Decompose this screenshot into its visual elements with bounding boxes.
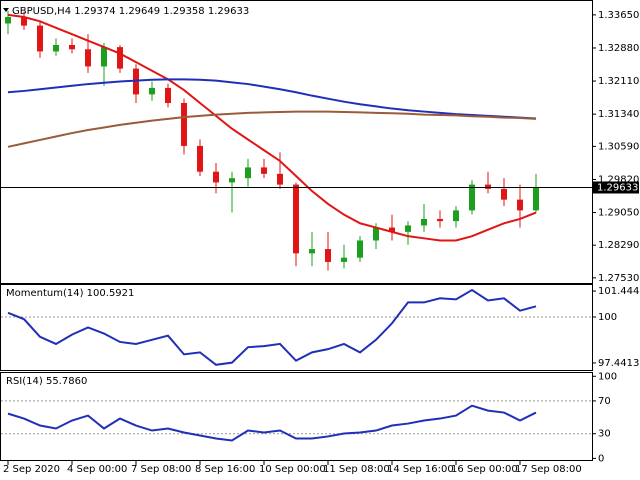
candle-body [357, 240, 363, 258]
panel-title: GBPUSD,H4 1.29374 1.29649 1.29358 1.2963… [12, 6, 249, 17]
y-tick-label: 97.4413 [598, 358, 639, 369]
indicator-line [7, 13, 537, 242]
panel-title: Momentum(14) 100.5921 [6, 288, 134, 299]
candle-body [5, 17, 11, 24]
candle-body [501, 188, 507, 200]
candle-body [469, 184, 475, 211]
y-tick-label: 1.28290 [598, 240, 639, 251]
panel-title: RSI(14) 55.7860 [6, 376, 87, 387]
candle-body [213, 171, 219, 183]
candle-body [517, 199, 523, 211]
y-tick-label: 1.29820 [598, 174, 639, 185]
x-tick-label: 2 Sep 2020 [3, 464, 60, 475]
candle-body [37, 25, 43, 52]
indicator-line [7, 404, 537, 442]
indicator-line [7, 288, 537, 366]
y-tick-label: 1.30590 [598, 141, 639, 152]
y-tick-label: 101.4442 [598, 286, 640, 297]
candle-body [165, 87, 171, 103]
candle-body [149, 87, 155, 95]
y-tick-label: 30 [598, 429, 611, 440]
candle-body [309, 249, 315, 254]
x-tick-label: 7 Sep 08:00 [131, 464, 191, 475]
rsi-panel [0, 372, 593, 461]
y-tick-label: 1.32880 [598, 43, 639, 54]
candle-body [325, 249, 331, 262]
menu-arrow[interactable] [3, 8, 9, 12]
candle-body [437, 218, 443, 222]
candle-body [421, 218, 427, 226]
y-tick-label: 70 [598, 396, 611, 407]
x-tick-label: 17 Sep 08:00 [515, 464, 582, 475]
current-price-label: 1.29633 [597, 182, 638, 193]
candle-body [21, 17, 27, 26]
y-tick-label: 0 [598, 453, 604, 464]
x-tick-label: 4 Sep 00:00 [67, 464, 127, 475]
indicator-line [7, 78, 537, 120]
y-tick-label: 1.31340 [598, 109, 639, 120]
candle-body [101, 47, 107, 67]
indicator-line [7, 110, 537, 148]
candle-body [85, 49, 91, 67]
candle-body [181, 102, 187, 146]
price-panel [0, 0, 593, 284]
candle-body [197, 145, 203, 172]
y-tick-label: 1.33650 [598, 10, 639, 21]
candle-body [373, 227, 379, 241]
y-tick-label: 1.27530 [598, 273, 639, 284]
x-tick-label: 14 Sep 16:00 [387, 464, 454, 475]
candle-body [117, 47, 123, 69]
candle-body [485, 184, 491, 189]
x-tick-label: 10 Sep 00:00 [259, 464, 326, 475]
candle-body [389, 227, 395, 232]
x-tick-label: 16 Sep 00:00 [451, 464, 518, 475]
y-tick-label: 100 [598, 312, 617, 323]
y-tick-label: 1.29050 [598, 208, 639, 219]
candle-body [245, 167, 251, 179]
candle-body [341, 257, 347, 262]
candle-body [261, 167, 267, 174]
candle-body [69, 44, 75, 50]
candle-body [229, 178, 235, 183]
candle-body [405, 225, 411, 232]
candle-body [277, 173, 283, 185]
candle-body [53, 44, 59, 52]
x-tick-label: 11 Sep 08:00 [323, 464, 390, 475]
candle-body [293, 184, 299, 254]
current-price-box [593, 181, 639, 194]
y-tick-label: 100 [598, 371, 617, 382]
y-tick-label: 1.32110 [598, 76, 639, 87]
candle-body [533, 187, 539, 211]
momentum-panel [0, 284, 593, 371]
candle-body [453, 210, 459, 222]
x-tick-label: 8 Sep 16:00 [195, 464, 255, 475]
